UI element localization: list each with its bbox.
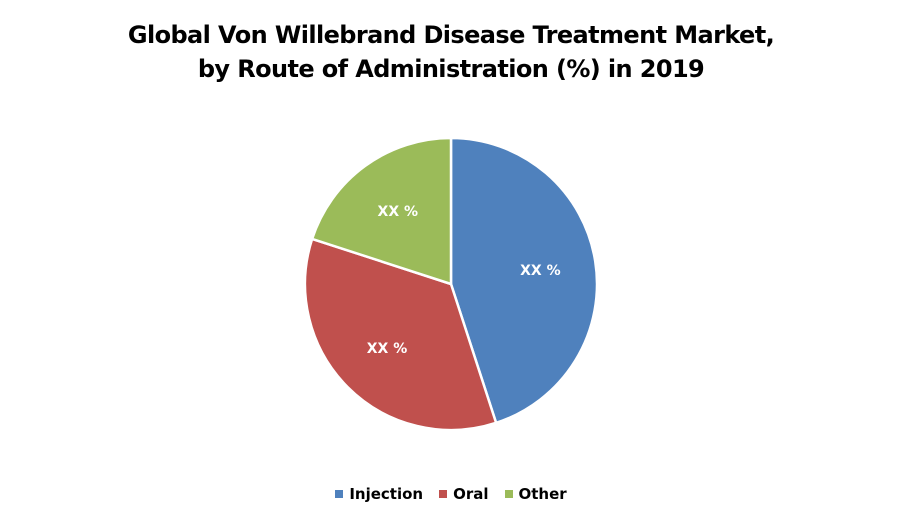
data-label-other: XX % xyxy=(378,204,419,220)
legend-label-injection: Injection xyxy=(349,485,424,503)
legend-item-injection: Injection xyxy=(335,485,423,503)
chart-title-line-1: Global Von Willebrand Disease Treatment … xyxy=(127,21,775,49)
legend: Injection Oral Other xyxy=(0,485,902,503)
pie-slice-oral xyxy=(303,237,498,432)
legend-label-oral: Oral xyxy=(453,485,489,503)
legend-label-other: Other xyxy=(518,485,567,503)
data-label-injection: XX % xyxy=(520,263,561,279)
legend-item-other: Other xyxy=(504,485,567,503)
legend-swatch-other xyxy=(504,490,513,498)
legend-swatch-oral xyxy=(439,490,448,498)
data-label-oral: XX % xyxy=(367,341,408,357)
legend-item-oral: Oral xyxy=(439,485,489,503)
chart-title-line-2: by Route of Administration (%) in 2019 xyxy=(197,55,705,83)
pie-slice-injection xyxy=(449,136,599,425)
legend-swatch-injection xyxy=(335,490,344,498)
chart-title: Global Von Willebrand Disease Treatment … xyxy=(0,18,902,86)
pie-slice-other xyxy=(310,136,453,286)
